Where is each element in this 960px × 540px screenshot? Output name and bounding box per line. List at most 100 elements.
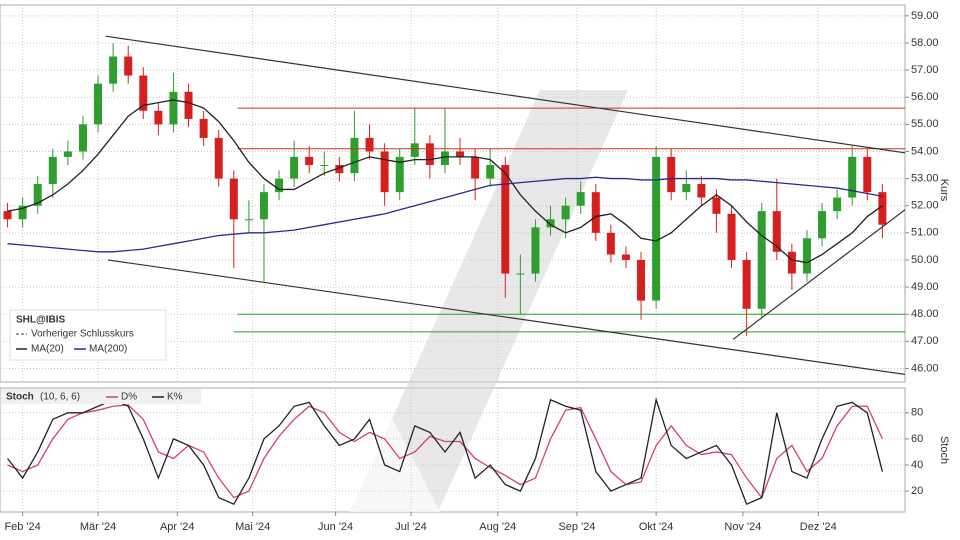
x-tick-label: Nov '24 <box>724 521 761 533</box>
candle-body <box>244 219 253 221</box>
plot-layer: Feb '24 Mär '24 Apr '24 Mai '24 Jun '24 Jul '… <box>0 5 939 533</box>
candle-body <box>833 197 842 212</box>
candle-body <box>199 118 208 138</box>
candle-body <box>878 192 887 225</box>
candle-body <box>456 151 465 157</box>
y-tick-label: 57.00 <box>911 64 939 76</box>
candle-body <box>712 197 721 214</box>
candle-body <box>772 211 781 252</box>
x-tick-label: Jun '24 <box>318 521 353 533</box>
candle-body <box>501 165 510 274</box>
x-tick-label: Mär '24 <box>80 521 116 533</box>
candle-body <box>697 184 706 198</box>
candle-body <box>818 211 827 239</box>
candle-body <box>531 227 540 274</box>
candle-body <box>229 178 238 220</box>
y-tick-label: 47.00 <box>911 335 939 347</box>
candle-body <box>863 156 872 193</box>
candle-body <box>124 56 133 76</box>
candle-body <box>320 165 329 167</box>
indicator-params: (10, 6, 6) <box>40 392 80 403</box>
candle-body <box>48 156 57 185</box>
y-tick-label: 55.00 <box>911 118 939 130</box>
candle-body <box>652 156 661 301</box>
candle-body <box>395 156 404 193</box>
legend-box <box>9 309 167 361</box>
x-tick-label: Sep '24 <box>558 521 595 533</box>
candle-body <box>350 137 359 174</box>
plot-area <box>7 397 884 506</box>
candle-body <box>109 56 118 84</box>
candle-body <box>18 205 27 220</box>
x-tick-label: Mai '24 <box>235 521 270 533</box>
legend-entry: D% <box>121 392 137 403</box>
candle-body <box>742 259 751 309</box>
y-tick-label: 56.00 <box>911 91 939 103</box>
candle-body <box>727 213 736 260</box>
candle-body <box>78 124 87 152</box>
candle-body <box>275 178 284 193</box>
y-tick-label: 53.00 <box>911 172 939 184</box>
x-tick-label: Jul '24 <box>395 521 426 533</box>
candle-body <box>33 184 42 206</box>
legend-entry: Vorheriger Schlusskurs <box>31 329 134 340</box>
candle-body <box>94 83 103 125</box>
candle-body <box>591 192 600 233</box>
candle-body <box>154 110 163 125</box>
y-tick-label: 60 <box>911 433 923 445</box>
y-tick-label: 40 <box>911 459 923 471</box>
candle-body <box>139 75 148 111</box>
y-tick-label: 49.00 <box>911 281 939 293</box>
trend-line <box>107 259 905 375</box>
watermark <box>350 90 628 512</box>
candle-body <box>440 151 449 166</box>
x-tick-label: Feb '24 <box>4 521 40 533</box>
candle-body <box>214 137 223 179</box>
candle-body <box>576 192 585 206</box>
y-tick-label: 58.00 <box>911 37 939 49</box>
candle-body <box>621 254 630 260</box>
candle-body <box>787 251 796 274</box>
legend-title: SHL@IBIS <box>16 315 66 326</box>
candle-body <box>63 151 72 157</box>
trend-line <box>105 35 905 154</box>
legend-box <box>1 389 201 404</box>
y-tick-label: 54.00 <box>911 145 939 157</box>
y-tick-label: 51.00 <box>911 227 939 239</box>
y-tick-label: 48.00 <box>911 308 939 320</box>
y-tick-label: 20 <box>911 485 923 497</box>
y-tick-label: 80 <box>911 407 923 419</box>
indicator-name: Stoch <box>6 392 34 403</box>
candle-body <box>848 156 857 198</box>
x-tick-label: Aug '24 <box>479 521 516 533</box>
y-tick-label: 50.00 <box>911 254 939 266</box>
legend-entry: MA(200) <box>89 344 127 355</box>
candle-body <box>184 91 193 119</box>
candle-body <box>637 259 646 301</box>
trend-line <box>732 209 905 340</box>
series-line <box>7 397 884 506</box>
candle-body <box>169 91 178 125</box>
candle-body <box>365 137 374 152</box>
x-tick-label: Dez '24 <box>800 521 837 533</box>
candle-body <box>425 143 434 166</box>
candle-body <box>3 211 12 220</box>
y-tick-label: 59.00 <box>911 10 939 22</box>
watermark-cut <box>350 418 440 512</box>
series-line <box>7 404 883 499</box>
candle-body <box>410 143 419 157</box>
candle-body <box>259 192 268 220</box>
plot-area <box>3 35 905 375</box>
candle-body <box>290 156 299 179</box>
candle-body <box>335 165 344 174</box>
legend-entry: MA(20) <box>31 344 64 355</box>
x-tick-label: Okt '24 <box>639 521 674 533</box>
price-legend: SHL@IBIS Vorheriger Schlusskurs MA(20) M… <box>9 309 167 361</box>
y-tick-label: 46.00 <box>911 362 939 374</box>
candle-body <box>682 184 691 193</box>
y-axis-title: Stoch <box>938 436 950 464</box>
candle-body <box>516 273 525 275</box>
stoch-legend: Stoch (10, 6, 6) D% K% <box>1 389 201 404</box>
